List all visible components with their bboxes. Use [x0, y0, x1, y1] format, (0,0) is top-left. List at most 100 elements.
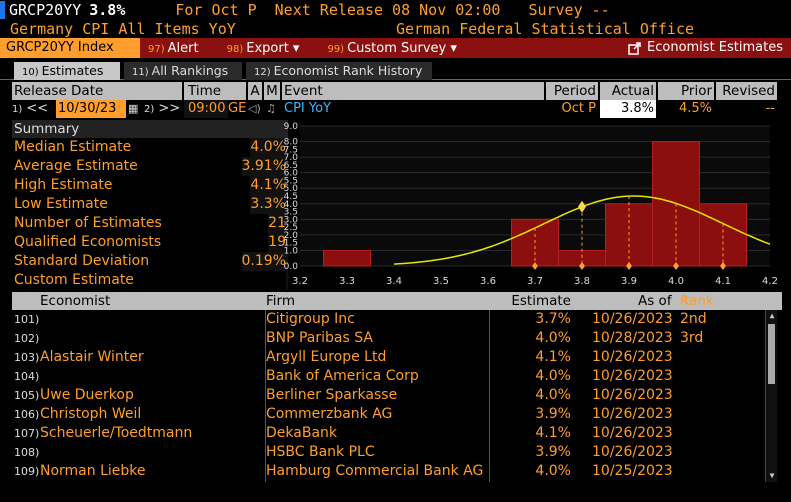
table-row[interactable]: 108) HSBC Bank PLC 3.9% 10/26/2023 [12, 443, 782, 462]
marker-diamond [579, 262, 585, 270]
y-tick-label: 2.0 [284, 231, 299, 241]
x-tick-label: 3.3 [339, 276, 355, 287]
as-of-date: 10/26/2023 [592, 349, 673, 365]
table-scrollbar[interactable]: ▲ ▼ [765, 310, 777, 482]
x-tick-label: 3.6 [480, 276, 496, 287]
col-revised[interactable]: Revised [716, 82, 777, 100]
col-period[interactable]: Period [546, 82, 598, 100]
launch-icon [628, 41, 641, 55]
alert-button[interactable]: 97) Alert [148, 40, 199, 56]
table-row[interactable]: 107) Scheuerle/Toedtmann DekaBank 4.1% 10/26… [12, 424, 782, 443]
economist-name: Scheuerle/Toedtmann [40, 425, 193, 441]
marker-diamond [673, 262, 679, 270]
col-time[interactable]: Time [184, 82, 246, 100]
release-revised: -- [765, 101, 775, 116]
export-button[interactable]: 98) Export ▾ [226, 40, 300, 56]
next-release-button[interactable]: 2) >> [144, 101, 181, 116]
col-a[interactable]: A [248, 82, 262, 100]
as-of-date: 10/26/2023 [592, 444, 673, 460]
scroll-up-icon[interactable]: ▲ [769, 311, 775, 320]
row-index: 108) [14, 446, 40, 459]
table-row[interactable]: 106) Christoph Weil Commerzbank AG 3.9% 10/2… [12, 405, 782, 424]
histogram-bar [323, 249, 371, 267]
firm-name: DekaBank [266, 425, 337, 441]
scroll-thumb[interactable] [768, 324, 775, 384]
x-tick-label: 3.4 [386, 276, 402, 287]
summary-row: Average Estimate 3.91% [14, 157, 288, 176]
y-tick-label: 1.0 [284, 246, 299, 256]
survey-value: Survey -- [528, 1, 610, 19]
scroll-down-icon[interactable]: ▼ [769, 471, 775, 480]
histogram-bar [699, 203, 747, 267]
y-tick-label: 7.0 [284, 153, 299, 163]
y-tick-label: 2.5 [284, 223, 298, 233]
table-row[interactable]: 109) Norman Liebke Hamburg Commercial Bank… [12, 462, 782, 481]
col-actual[interactable]: Actual [600, 82, 656, 100]
y-tick-label: 3.0 [284, 215, 299, 225]
col-firm[interactable]: Firm [266, 293, 295, 309]
y-tick-label: 4.5 [284, 192, 298, 202]
table-row[interactable]: 103) Alastair Winter Argyll Europe Ltd 4.1%… [12, 348, 782, 367]
custom-estimate-row[interactable]: Custom Estimate [12, 271, 288, 290]
firm-name: Bank of America Corp [266, 368, 419, 384]
estimate-distribution-chart: 0.01.01.52.02.53.03.54.04.55.05.56.06.57… [284, 122, 778, 287]
table-row[interactable]: 101) Citigroup Inc 3.7% 10/26/2023 2nd [12, 310, 782, 329]
table-row[interactable]: 104) Bank of America Corp 4.0% 10/26/2023 [12, 367, 782, 386]
speaker-icon[interactable]: ◁) [248, 102, 261, 115]
economist-name: Alastair Winter [40, 349, 144, 365]
title-bar: GRCP20YY 3.8% For Oct P Next Release 08 … [0, 0, 791, 20]
marker-diamond [532, 262, 538, 270]
ticker[interactable]: GRCP20YY [9, 1, 82, 19]
summary-panel: Summary Median Estimate 4.0% Average Esti… [12, 120, 288, 290]
col-event[interactable]: Event [282, 82, 544, 100]
firm-name: Argyll Europe Ltd [266, 349, 387, 365]
y-tick-label: 0.0 [284, 262, 299, 272]
y-tick-label: 9.0 [284, 122, 299, 132]
col-release-date[interactable]: Release Date [12, 82, 182, 100]
y-tick-label: 5.0 [284, 184, 299, 194]
summary-title: Summary [12, 120, 288, 138]
row-index: 104) [14, 370, 40, 383]
as-of-date: 10/28/2023 [592, 330, 673, 346]
data-source: German Federal Statistical Office [396, 20, 695, 38]
estimate-value: 4.0% [535, 330, 571, 346]
tab-all-rankings[interactable]: 11) All Rankings [124, 62, 242, 80]
estimate-value: 4.0% [535, 387, 571, 403]
col-m[interactable]: M [264, 82, 280, 100]
release-prior: 4.5% [678, 101, 712, 116]
calendar-icon[interactable]: ▦ [128, 102, 139, 115]
security-field[interactable]: GRCP20YY Index [0, 38, 140, 58]
tab-economist-rank-history[interactable]: 12) Economist Rank History [246, 62, 432, 80]
event-name[interactable]: CPI YoY [284, 101, 331, 116]
table-row[interactable]: 105) Uwe Duerkop Berliner Sparkasse 4.0% 10/… [12, 386, 782, 405]
security-description: Germany CPI All Items YoY [10, 20, 236, 38]
summary-row: High Estimate 4.1% [14, 176, 288, 195]
economist-estimates-button[interactable]: Economist Estimates [628, 38, 783, 58]
x-tick-label: 4.1 [715, 276, 731, 287]
as-of-date: 10/26/2023 [592, 311, 673, 327]
release-zone: GE [228, 101, 247, 116]
economist-name: Uwe Duerkop [40, 387, 134, 403]
y-tick-label: 4.0 [284, 200, 299, 210]
table-row[interactable]: 102) BNP Paribas SA 4.0% 10/28/2023 3rd [12, 329, 782, 348]
x-tick-label: 3.5 [433, 276, 449, 287]
col-prior[interactable]: Prior [658, 82, 714, 100]
estimate-value: 3.7% [535, 311, 571, 327]
tab-estimates[interactable]: 10) Estimates [14, 62, 120, 80]
summary-row: Standard Deviation 0.19% [14, 252, 288, 271]
col-economist[interactable]: Economist [40, 293, 111, 309]
col-estimate[interactable]: Estimate [511, 293, 571, 309]
firm-name: HSBC Bank PLC [266, 444, 375, 460]
accent-bar [0, 1, 5, 19]
as-of-date: 10/26/2023 [592, 425, 673, 441]
rank-value: 2nd [680, 311, 707, 327]
col-as-of[interactable]: As of [638, 293, 672, 309]
estimate-value: 4.1% [535, 425, 571, 441]
rank-value: 3rd [680, 330, 704, 346]
prev-release-button[interactable]: 1) << [12, 101, 49, 116]
release-date-input[interactable]: 10/30/23 [56, 100, 126, 118]
bell-icon[interactable]: ♫ [266, 102, 276, 115]
sort-ascending-icon: ↑ [680, 293, 692, 309]
custom-survey-button[interactable]: 99) Custom Survey ▾ [327, 40, 457, 56]
firm-name: BNP Paribas SA [266, 330, 373, 346]
